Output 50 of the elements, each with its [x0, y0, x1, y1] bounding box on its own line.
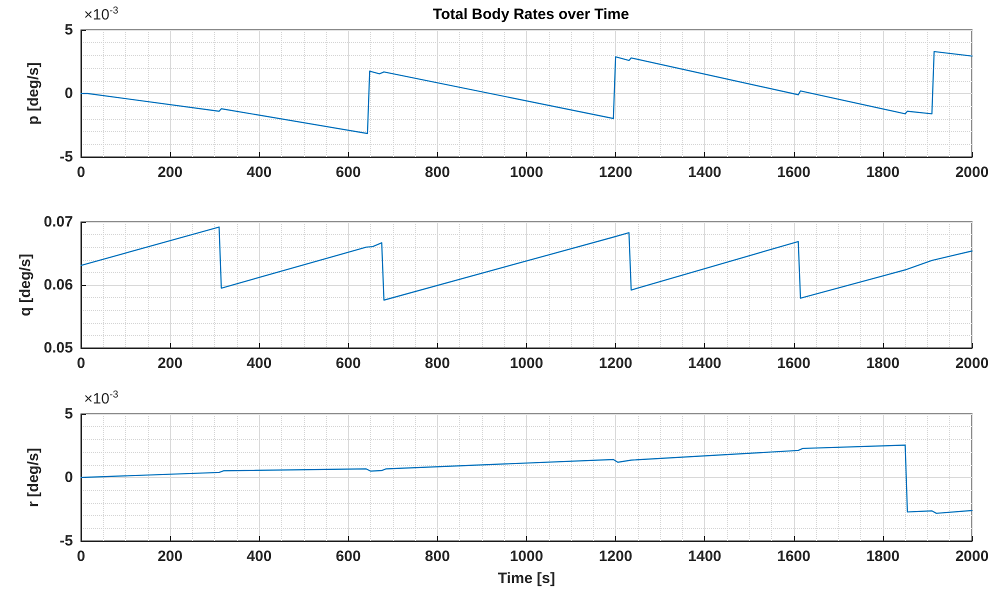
y-tick-label: -5	[60, 148, 73, 166]
y-tick-label: 5	[64, 406, 73, 422]
x-tick-label: 1800	[866, 164, 900, 181]
y-tick-label: 0.06	[44, 276, 73, 294]
x-tick-label: 1000	[510, 548, 544, 565]
x-tick-label: 800	[424, 355, 450, 372]
x-tick-label: 600	[336, 548, 361, 565]
x-tick-label: 1200	[598, 355, 632, 372]
x-tick-label: 600	[336, 164, 361, 181]
y-axis-title: r [deg/s]	[25, 448, 42, 508]
x-tick-label: 1400	[688, 548, 722, 565]
x-tick-label: 1200	[598, 164, 632, 181]
chart-title: Total Body Rates over Time	[432, 6, 630, 23]
line-series	[80, 444, 973, 514]
x-tick-label: 2000	[955, 355, 989, 372]
x-tick-label: 1600	[777, 164, 810, 181]
x-tick-label: 1800	[866, 548, 900, 565]
x-tick-label: 1400	[688, 164, 722, 181]
y-tick-label: -5	[60, 532, 73, 550]
y-tick-label: 0.07	[44, 214, 73, 230]
x-tick-label: 1800	[866, 355, 900, 372]
x-tick-label: 0	[76, 164, 86, 181]
x-tick-label: 1600	[777, 548, 810, 565]
y-tick-label: 0.05	[44, 340, 73, 356]
line-series	[80, 50, 973, 134]
x-tick-label: 600	[336, 355, 361, 372]
line-series	[80, 226, 973, 301]
x-tick-label: 200	[158, 355, 183, 372]
y-tick-label: 0	[64, 85, 73, 102]
x-tick-label: 1000	[510, 164, 544, 181]
x-tick-label: 1400	[688, 355, 722, 372]
y-tick-label: 5	[64, 22, 73, 38]
x-tick-label: 1200	[598, 548, 632, 565]
x-tick-label: 400	[246, 548, 272, 565]
x-tick-label: 800	[424, 548, 450, 565]
x-axis-title: Time [s]	[498, 570, 556, 587]
y-axis-title: q [deg/s]	[16, 254, 34, 316]
x-tick-label: 0	[76, 548, 86, 565]
x-tick-label: 400	[246, 355, 272, 372]
x-tick-label: 200	[158, 164, 183, 181]
x-tick-label: 200	[158, 548, 183, 565]
x-tick-label: 1000	[510, 355, 544, 372]
y-tick-label: 0	[64, 469, 73, 486]
x-tick-label: 2000	[955, 164, 989, 181]
x-tick-label: 1600	[777, 355, 810, 372]
x-tick-label: 0	[76, 355, 86, 372]
x-tick-label: 800	[424, 164, 450, 181]
x-tick-label: 2000	[955, 548, 989, 565]
x-tick-label: 400	[246, 164, 272, 181]
y-axis-title: p [deg/s]	[25, 62, 42, 125]
